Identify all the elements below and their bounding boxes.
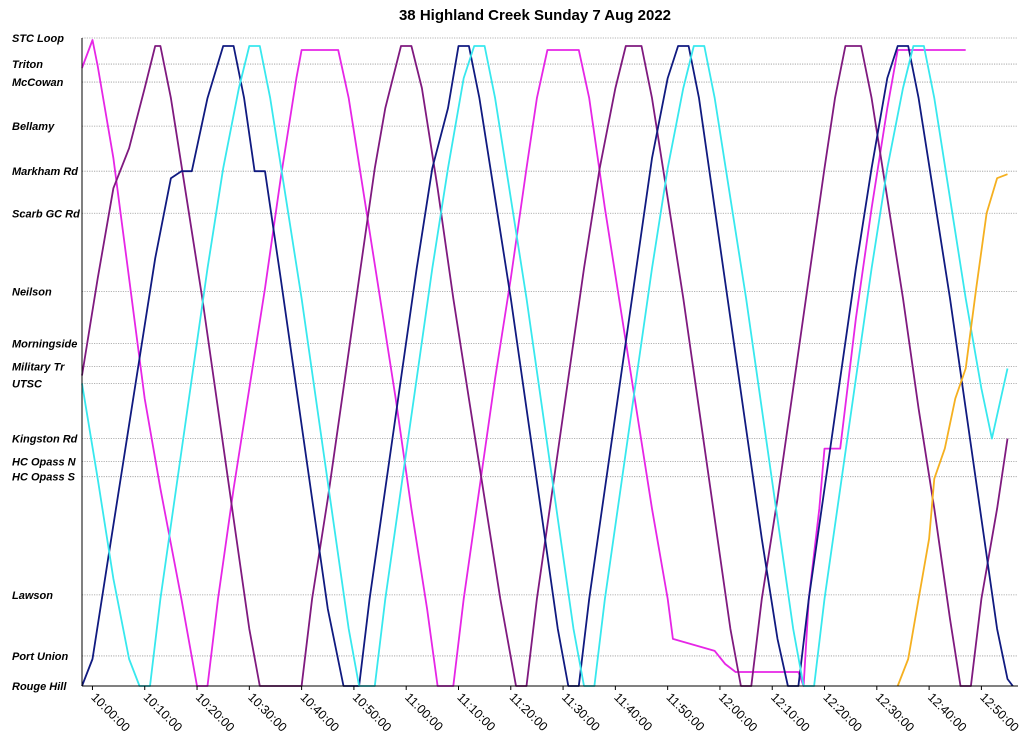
- chart-title: 38 Highland Creek Sunday 7 Aug 2022: [399, 7, 671, 24]
- stop-label-1: Triton: [12, 59, 43, 71]
- x-tick-label-11: 11:50:00: [664, 690, 708, 734]
- x-tick-label-13: 12:10:00: [768, 690, 812, 734]
- stop-label-8: Military Tr: [12, 362, 65, 374]
- series-line-3: [81, 45, 1009, 687]
- stop-label-3: Bellamy: [12, 121, 55, 133]
- stop-label-9: UTSC: [12, 379, 43, 391]
- stop-label-0: STC Loop: [12, 33, 64, 45]
- x-tick-label-0: 10:00:00: [88, 690, 132, 734]
- x-tick-label-14: 12:20:00: [820, 690, 864, 734]
- series-layer: [81, 39, 1014, 687]
- x-tick-label-17: 12:50:00: [977, 690, 1021, 734]
- x-tick-label-7: 11:10:00: [454, 690, 498, 734]
- x-tick-label-12: 12:00:00: [716, 690, 760, 734]
- stop-label-2: McCowan: [12, 77, 64, 89]
- x-tick-label-4: 10:40:00: [297, 690, 341, 734]
- x-tick-label-6: 11:00:00: [402, 690, 446, 734]
- x-tick-label-5: 10:50:00: [350, 690, 394, 734]
- stop-label-14: Port Union: [12, 651, 68, 663]
- x-tick-label-10: 11:40:00: [611, 690, 655, 734]
- x-tick-label-9: 11:30:00: [559, 690, 603, 734]
- x-tick-label-2: 10:20:00: [193, 690, 237, 734]
- series-line-2: [81, 45, 1014, 687]
- axes-layer: [81, 38, 1018, 690]
- series-line-1: [81, 45, 1009, 687]
- stop-label-10: Kingston Rd: [12, 434, 78, 446]
- stop-label-11: HC Opass N: [12, 457, 77, 469]
- x-tick-label-3: 10:30:00: [245, 690, 289, 734]
- stop-label-7: Morningside: [12, 338, 77, 350]
- series-line-4: [896, 173, 1008, 687]
- x-tick-labels: 10:00:00 10:10:00 10:20:00 10:30:00 10:40:00…: [88, 690, 1021, 734]
- x-tick-label-16: 12:40:00: [925, 690, 969, 734]
- x-tick-label-8: 11:20:00: [507, 690, 551, 734]
- stop-label-6: Neilson: [12, 286, 52, 298]
- series-line-0: [81, 39, 966, 687]
- stop-label-5: Scarb GC Rd: [12, 208, 80, 220]
- x-tick-label-15: 12:30:00: [873, 690, 917, 734]
- stop-label-15: Rouge Hill: [12, 681, 67, 693]
- stop-label-13: Lawson: [12, 590, 53, 602]
- x-tick-label-1: 10:10:00: [141, 690, 185, 734]
- stop-label-4: Markham Rd: [12, 166, 78, 178]
- stop-labels: STC Loop Triton McCowan Bellamy Markham Rd Sc…: [12, 33, 80, 693]
- stop-label-12: HC Opass S: [12, 472, 76, 484]
